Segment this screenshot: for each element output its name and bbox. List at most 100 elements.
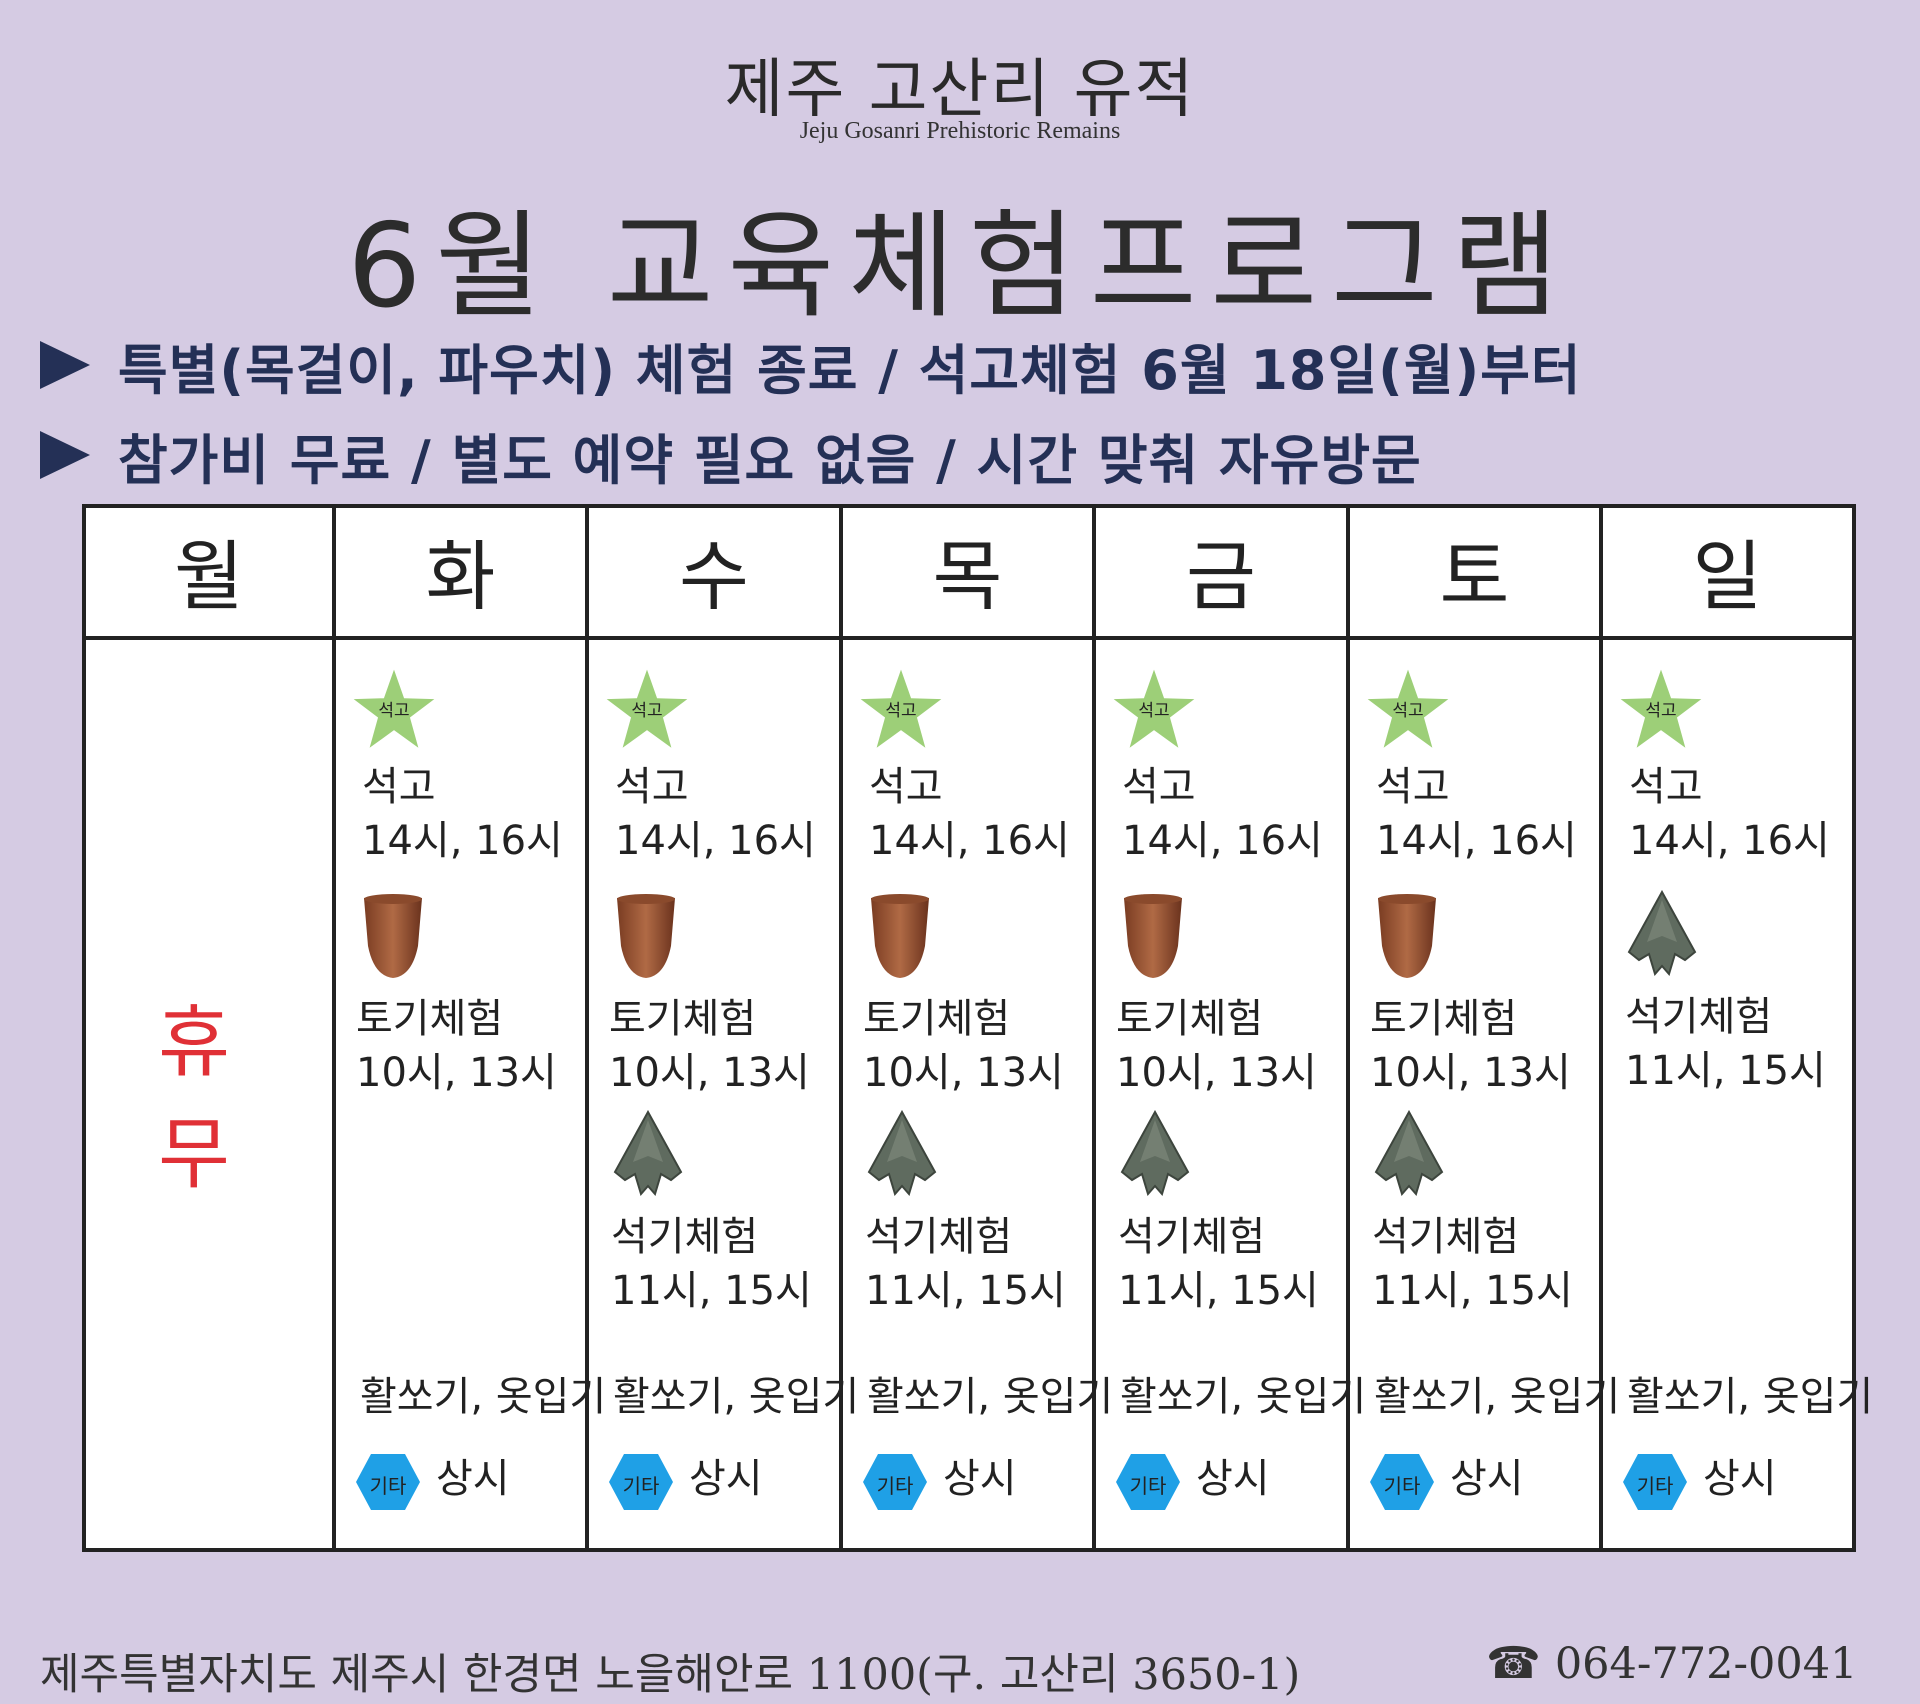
etc-hexagon-badge: 기타	[1368, 1452, 1436, 1512]
program-time-plaster: 14시, 16시	[362, 818, 563, 864]
program-name-plaster: 석고	[869, 764, 943, 810]
etc-hexagon-badge: 기타	[354, 1452, 422, 1512]
program-time-stone-tool: 11시, 15시	[865, 1268, 1066, 1314]
phone-icon: ☎	[1486, 1638, 1541, 1689]
star-icon	[353, 669, 435, 748]
hexagon-icon	[863, 1454, 927, 1510]
star-icon	[860, 669, 942, 748]
pottery-icon	[1374, 892, 1440, 978]
phone-number: 064-772-0041	[1554, 1638, 1858, 1689]
program-name-pottery: 토기체험	[609, 996, 757, 1042]
column-divider	[332, 508, 336, 1548]
program-name-pottery: 토기체험	[1370, 996, 1518, 1042]
notice-2-text: 참가비 무료 / 별도 예약 필요 없음 / 시간 맞춰 자유방문	[118, 428, 1422, 492]
program-time-pottery: 10시, 13시	[863, 1050, 1064, 1096]
column-divider	[1346, 508, 1350, 1548]
star-icon	[1620, 669, 1702, 748]
hexagon-icon	[1370, 1454, 1434, 1510]
program-name-pottery: 토기체험	[863, 996, 1011, 1042]
plaster-star-badge: 석고	[1112, 668, 1196, 752]
day-header: 금	[1186, 532, 1256, 621]
etc-hexagon-badge: 기타	[1621, 1452, 1689, 1512]
pottery-icon	[867, 892, 933, 978]
etc-hexagon-badge: 기타	[861, 1452, 929, 1512]
hexagon-icon	[1116, 1454, 1180, 1510]
plaster-star-badge: 석고	[605, 668, 689, 752]
hexagon-icon	[609, 1454, 673, 1510]
page-title: 6월 교육체험프로그램	[347, 199, 1573, 334]
notice-1: 특별(목걸이, 파우치) 체험 종료 / 석고체험 6월 18일(월)부터	[40, 330, 1582, 402]
pottery-icon	[613, 892, 679, 978]
program-time-plaster: 14시, 16시	[1376, 818, 1577, 864]
plaster-star-badge: 석고	[1366, 668, 1450, 752]
day-header: 화	[425, 532, 496, 621]
etc-badge-label: 기타	[622, 1474, 660, 1498]
etc-hexagon-badge: 기타	[607, 1452, 675, 1512]
etc-badge-label: 기타	[1636, 1474, 1674, 1498]
program-name-stone-tool: 석기체험	[611, 1214, 759, 1260]
program-name-archery-costume: 활쏘기, 옷입기	[1374, 1374, 1621, 1420]
program-time-always: 상시	[689, 1456, 763, 1502]
day-header: 토	[1439, 532, 1510, 621]
program-name-archery-costume: 활쏘기, 옷입기	[867, 1374, 1114, 1420]
program-name-archery-costume: 활쏘기, 옷입기	[360, 1374, 607, 1420]
star-icon	[1113, 669, 1195, 748]
address: 제주특별자치도 제주시 한경면 노을해안로 1100(구. 고산리 3650-1…	[40, 1650, 1301, 1700]
etc-badge-label: 기타	[369, 1474, 407, 1498]
star-badge-label: 석고	[378, 701, 410, 721]
program-time-stone-tool: 11시, 15시	[1372, 1268, 1573, 1314]
program-name-plaster: 석고	[1122, 764, 1196, 810]
etc-hexagon-badge: 기타	[1114, 1452, 1182, 1512]
star-badge-label: 석고	[885, 701, 917, 721]
hexagon-icon	[356, 1454, 420, 1510]
column-divider	[1599, 508, 1603, 1548]
program-time-pottery: 10시, 13시	[1370, 1050, 1571, 1096]
day-column: 석고 석고 14시, 16시 토기체험 10시, 13시 석기체험 11시, 15시 활쏘기,…	[1350, 640, 1620, 1550]
stone-arrowhead-icon	[1625, 889, 1699, 977]
program-time-always: 상시	[943, 1456, 1017, 1502]
column-divider	[585, 508, 589, 1548]
day-header-row	[86, 508, 1852, 640]
site-name: 제주 고산리 유적	[724, 53, 1196, 127]
program-name-stone-tool: 석기체험	[1625, 994, 1773, 1040]
plaster-star-badge: 석고	[859, 668, 943, 752]
column-divider	[1092, 508, 1096, 1548]
program-time-plaster: 14시, 16시	[869, 818, 1070, 864]
etc-badge-label: 기타	[1383, 1474, 1421, 1498]
program-time-always: 상시	[1450, 1456, 1524, 1502]
program-name-plaster: 석고	[362, 764, 436, 810]
closed-label: 휴 무	[158, 998, 260, 1200]
day-column: 석고 석고 14시, 16시 토기체험 10시, 13시 석기체험 11시, 15시 활쏘기,…	[843, 640, 1113, 1550]
program-name-archery-costume: 활쏘기, 옷입기	[1627, 1374, 1874, 1420]
program-name-plaster: 석고	[615, 764, 689, 810]
program-time-stone-tool: 11시, 15시	[1118, 1268, 1319, 1314]
notice-2: 참가비 무료 / 별도 예약 필요 없음 / 시간 맞춰 자유방문	[40, 420, 1422, 492]
day-header: 목	[932, 532, 1003, 621]
star-badge-label: 석고	[1138, 701, 1170, 721]
plaster-star-badge: 석고	[352, 668, 436, 752]
program-time-plaster: 14시, 16시	[1122, 818, 1323, 864]
day-column: 석고 석고 14시, 16시 토기체험 10시, 13시 활쏘기, 옷입기 기타 상시	[336, 640, 606, 1550]
stone-arrowhead-icon	[611, 1109, 685, 1197]
star-badge-label: 석고	[1645, 701, 1677, 721]
plaster-star-badge: 석고	[1619, 668, 1703, 752]
hexagon-icon	[1623, 1454, 1687, 1510]
program-time-pottery: 10시, 13시	[356, 1050, 557, 1096]
day-header: 일	[1692, 532, 1763, 621]
day-column: 석고 석고 14시, 16시 토기체험 10시, 13시 석기체험 11시, 15시 활쏘기,…	[589, 640, 859, 1550]
phone-contact: ☎ 064-772-0041	[1486, 1638, 1857, 1689]
stone-arrowhead-icon	[1372, 1109, 1446, 1197]
day-header: 월	[174, 532, 244, 621]
program-name-pottery: 토기체험	[1116, 996, 1264, 1042]
program-time-stone-tool: 11시, 15시	[1625, 1048, 1826, 1094]
day-column: 휴 무	[86, 640, 332, 1550]
program-name-plaster: 석고	[1629, 764, 1703, 810]
program-name-plaster: 석고	[1376, 764, 1450, 810]
stone-arrowhead-icon	[865, 1109, 939, 1197]
etc-badge-label: 기타	[876, 1474, 914, 1498]
star-icon	[606, 669, 688, 748]
day-header: 수	[679, 532, 749, 621]
program-time-plaster: 14시, 16시	[615, 818, 816, 864]
column-divider	[839, 508, 843, 1548]
program-name-pottery: 토기체험	[356, 996, 504, 1042]
